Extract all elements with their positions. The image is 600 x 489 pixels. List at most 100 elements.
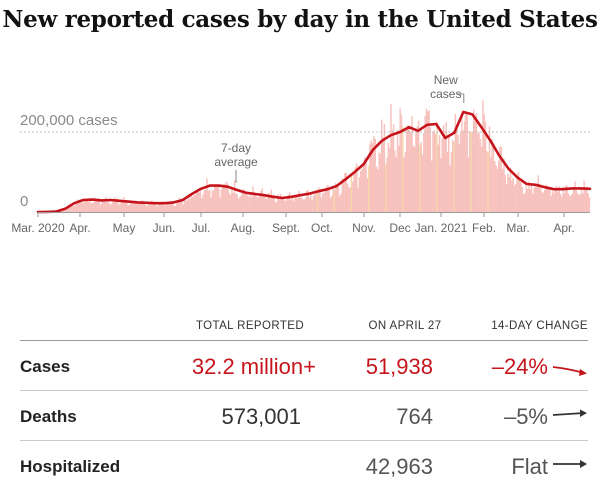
daily-bar xyxy=(407,125,409,212)
daily-bar xyxy=(362,162,365,212)
daily-bar xyxy=(120,200,123,212)
daily-bar xyxy=(474,121,476,212)
daily-bar xyxy=(249,193,252,212)
daily-bar xyxy=(286,197,288,212)
daily-bar xyxy=(374,138,376,212)
daily-bar xyxy=(199,189,202,212)
daily-bar xyxy=(279,194,282,212)
daily-bar xyxy=(145,205,148,212)
daily-bar xyxy=(95,199,98,212)
daily-bar xyxy=(278,197,280,212)
daily-bar xyxy=(449,165,451,212)
daily-bar xyxy=(516,177,518,212)
daily-bar xyxy=(296,198,299,212)
daily-bar xyxy=(143,202,145,212)
daily-bar xyxy=(317,187,320,212)
daily-bar xyxy=(571,193,574,212)
daily-bar xyxy=(252,186,254,212)
daily-bar xyxy=(438,135,441,212)
cases-total: 32.2 million+ xyxy=(191,354,316,379)
daily-bar xyxy=(412,145,415,212)
header-14-day-change: 14-DAY CHANGE xyxy=(491,320,588,332)
daily-bar xyxy=(124,201,127,212)
daily-bar xyxy=(413,146,416,212)
daily-bar xyxy=(576,193,579,212)
chart-title: New reported cases by day in the United … xyxy=(2,6,598,33)
daily-bar xyxy=(545,184,547,212)
daily-bar xyxy=(90,203,93,212)
daily-bar xyxy=(189,199,191,212)
daily-bar xyxy=(250,196,253,212)
daily-bar xyxy=(144,204,146,212)
daily-bar xyxy=(325,186,328,212)
daily-bar xyxy=(455,123,458,212)
daily-bar xyxy=(308,197,311,212)
daily-bar xyxy=(206,178,208,212)
daily-bar xyxy=(62,210,65,212)
daily-bar xyxy=(496,168,499,212)
daily-bar xyxy=(494,161,496,212)
daily-bar xyxy=(289,192,291,212)
x-tick-label: Apr. xyxy=(69,221,90,235)
daily-bar xyxy=(132,201,135,212)
row-divider xyxy=(20,390,588,391)
daily-bar xyxy=(360,171,362,212)
daily-bar xyxy=(299,197,301,212)
daily-bar xyxy=(172,200,174,212)
daily-bar xyxy=(291,197,294,212)
daily-bar xyxy=(503,158,505,212)
daily-bar xyxy=(89,198,91,212)
daily-bar xyxy=(520,182,522,212)
daily-bar xyxy=(223,183,225,212)
daily-bar xyxy=(328,187,330,212)
daily-bar xyxy=(168,203,170,212)
daily-bar xyxy=(99,204,102,212)
daily-bar xyxy=(420,142,422,212)
daily-bar xyxy=(283,200,286,212)
daily-bar xyxy=(331,195,333,212)
daily-bar xyxy=(509,167,512,212)
daily-bar xyxy=(478,132,480,212)
daily-bar xyxy=(453,141,455,212)
daily-bar xyxy=(583,180,585,212)
daily-bar xyxy=(367,166,370,212)
daily-bar xyxy=(327,185,329,212)
daily-bar xyxy=(353,173,355,212)
daily-bar xyxy=(261,188,263,212)
daily-bar xyxy=(316,189,319,212)
daily-bar xyxy=(427,111,429,212)
daily-bar xyxy=(126,201,128,212)
daily-bar xyxy=(508,177,510,212)
daily-bar xyxy=(390,104,392,212)
daily-bar xyxy=(544,190,546,212)
daily-bar xyxy=(499,146,501,212)
deaths-change: –5% xyxy=(503,404,548,429)
daily-bar xyxy=(290,199,292,212)
daily-bar xyxy=(241,190,244,212)
daily-bar xyxy=(202,194,204,212)
x-tick-label: Feb. xyxy=(472,221,496,235)
daily-bar xyxy=(369,144,371,212)
daily-bar xyxy=(105,197,107,212)
daily-bar xyxy=(348,187,350,212)
daily-bar xyxy=(161,204,163,212)
header-total-reported: TOTAL REPORTED xyxy=(195,320,305,332)
daily-bar xyxy=(542,192,545,212)
daily-bar xyxy=(306,190,308,212)
x-tick-label: Aug. xyxy=(231,221,256,235)
daily-bar xyxy=(396,129,399,212)
x-tick-label: Jan. 2021 xyxy=(415,221,468,235)
daily-bar xyxy=(110,204,112,212)
x-tick-label: Apr. xyxy=(553,221,574,235)
x-tick-label: Jul. xyxy=(192,221,211,235)
daily-bar xyxy=(220,189,223,212)
y-tick-label: 0 xyxy=(20,193,28,210)
daily-bar xyxy=(103,198,106,212)
trend-down-arrow-icon xyxy=(552,366,587,376)
daily-bar xyxy=(388,147,391,212)
daily-bar xyxy=(528,181,530,212)
table-header-rule xyxy=(20,340,588,341)
daily-bar xyxy=(337,186,340,212)
x-tick-label: Mar. 2020 xyxy=(11,221,65,235)
daily-bar xyxy=(208,189,211,212)
